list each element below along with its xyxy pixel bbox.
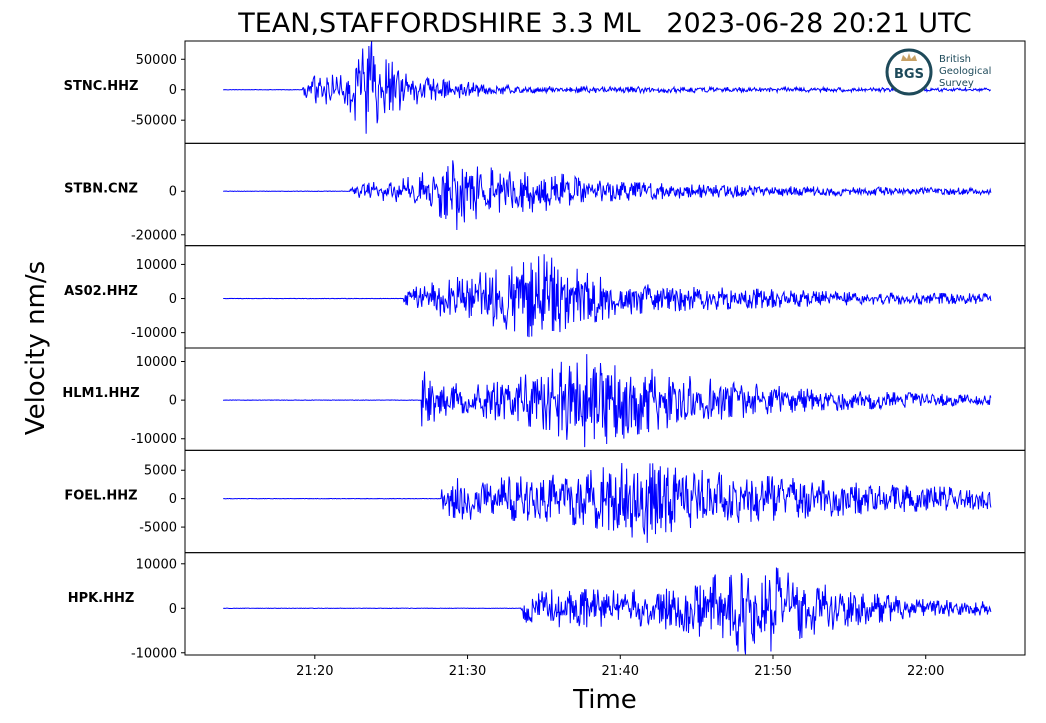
trace-as02-hhz [223,254,992,338]
y-tick-label: 0 [169,83,177,98]
station-label: HLM1.HHZ [62,386,139,401]
panel-foel-hhz: 5000 0 -5000 FOEL.HHZ [64,449,1026,554]
y-tick-label: 0 [169,394,177,409]
panel-hlm1-hhz: 10000 0 -10000 HLM1.HHZ [62,347,1026,451]
y-tick-label: 0 [169,492,177,507]
station-label: STBN.CNZ [64,182,138,197]
x-tick-label: 21:30 [449,664,486,679]
panel-stnc-hhz: 50000 0 -50000 STNC.HHZ [64,40,1026,144]
chart-title: TEAN,STAFFORDSHIRE 3.3 ML 2023-06-28 20:… [237,8,972,39]
bgs-logo: BGS British Geological Survey [885,48,991,96]
x-axis: 21:20 21:30 21:40 21:50 22:00 [296,655,944,679]
station-label: FOEL.HHZ [64,489,137,504]
x-tick-label: 21:20 [296,664,333,679]
logo-ring-icon [885,48,933,96]
trace-stnc-hhz [223,40,992,134]
y-tick-label: 0 [169,292,177,307]
x-axis-label: Time [572,685,637,715]
y-tick-label: -10000 [131,432,177,447]
logo-line-2: Geological [939,66,991,77]
station-label: AS02.HHZ [64,284,138,299]
y-axis-label: Velocity nm/s [21,261,51,435]
logo-line-1: British [939,54,971,65]
panel-stbn-cnz: 0 -20000 STBN.CNZ [64,142,1026,247]
y-tick-label: -10000 [131,646,177,661]
y-tick-label: 0 [169,602,177,617]
trace-hpk-hhz [223,567,992,655]
y-tick-label: 10000 [136,258,177,273]
y-tick-label: -5000 [139,521,177,536]
x-tick-label: 22:00 [907,664,944,679]
x-tick-label: 21:40 [602,664,639,679]
trace-foel-hhz [223,463,992,543]
y-tick-label: 10000 [136,557,177,572]
x-tick-label: 21:50 [754,664,791,679]
y-tick-label: -20000 [131,228,177,243]
station-label: STNC.HHZ [64,79,139,94]
station-panels: 500000-50000STNC.HHZ0-20000STBN.CNZ10000… [62,40,1026,661]
station-label: HPK.HHZ [68,591,135,606]
y-tick-label: -10000 [131,326,177,341]
trace-stbn-cnz [222,160,992,231]
y-tick-label: 50000 [136,53,177,68]
y-tick-label: 5000 [144,464,177,479]
logo-line-3: Survey [939,78,974,89]
y-tick-label: -50000 [131,114,177,129]
panel-hpk-hhz: 10000 0 -10000 HPK.HHZ [68,552,1026,661]
trace-hlm1-hhz [222,354,992,448]
logo-abbr: BGS [894,67,924,82]
panel-frame [184,552,1026,656]
panel-as02-hhz: 10000 0 -10000 AS02.HHZ [64,245,1026,349]
y-tick-label: 10000 [136,355,177,370]
crown-icon [901,53,917,61]
y-tick-label: 0 [169,185,177,200]
